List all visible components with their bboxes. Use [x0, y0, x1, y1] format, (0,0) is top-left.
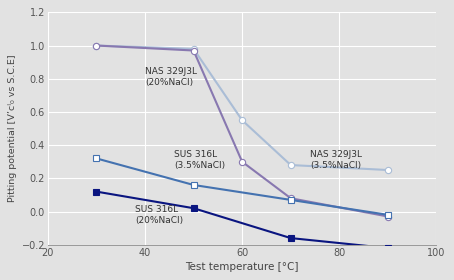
Text: SUS 316L
(3.5%NaCl): SUS 316L (3.5%NaCl) [174, 150, 225, 170]
SUS 316L (3.5%NaCl) [94, 157, 99, 160]
NAS 329J3L (3.5%NaCl) [385, 168, 390, 172]
SUS 316L (3.5%NaCl) [288, 198, 293, 202]
NAS 329J3L (3.5%NaCl) [239, 118, 245, 122]
NAS 329J3L (20%NaCl) [288, 197, 293, 200]
Text: NAS 329J3L
(3.5%NaCl): NAS 329J3L (3.5%NaCl) [310, 150, 362, 170]
NAS 329J3L (3.5%NaCl) [288, 163, 293, 167]
NAS 329J3L (3.5%NaCl) [191, 47, 196, 50]
Text: NAS 329J3L
(20%NaCl): NAS 329J3L (20%NaCl) [145, 67, 197, 87]
NAS 329J3L (20%NaCl) [191, 49, 196, 52]
Line: SUS 316L (20%NaCl): SUS 316L (20%NaCl) [93, 188, 391, 251]
SUS 316L (20%NaCl) [191, 207, 196, 210]
Text: SUS 316L
(20%NaCl): SUS 316L (20%NaCl) [135, 205, 183, 225]
Line: NAS 329J3L (3.5%NaCl): NAS 329J3L (3.5%NaCl) [93, 42, 391, 173]
SUS 316L (3.5%NaCl) [385, 213, 390, 216]
SUS 316L (20%NaCl) [94, 190, 99, 193]
Line: SUS 316L (3.5%NaCl): SUS 316L (3.5%NaCl) [93, 155, 391, 218]
SUS 316L (3.5%NaCl) [191, 183, 196, 187]
SUS 316L (20%NaCl) [288, 236, 293, 240]
SUS 316L (20%NaCl) [385, 246, 390, 250]
NAS 329J3L (20%NaCl) [385, 215, 390, 218]
NAS 329J3L (20%NaCl) [239, 160, 245, 164]
Y-axis label: Pitting potential [V’cᴵ₀ vs S.C.E]: Pitting potential [V’cᴵ₀ vs S.C.E] [8, 55, 17, 202]
X-axis label: Test temperature [°C]: Test temperature [°C] [185, 262, 299, 272]
NAS 329J3L (20%NaCl) [94, 44, 99, 47]
NAS 329J3L (3.5%NaCl) [94, 44, 99, 47]
Line: NAS 329J3L (20%NaCl): NAS 329J3L (20%NaCl) [93, 42, 391, 220]
